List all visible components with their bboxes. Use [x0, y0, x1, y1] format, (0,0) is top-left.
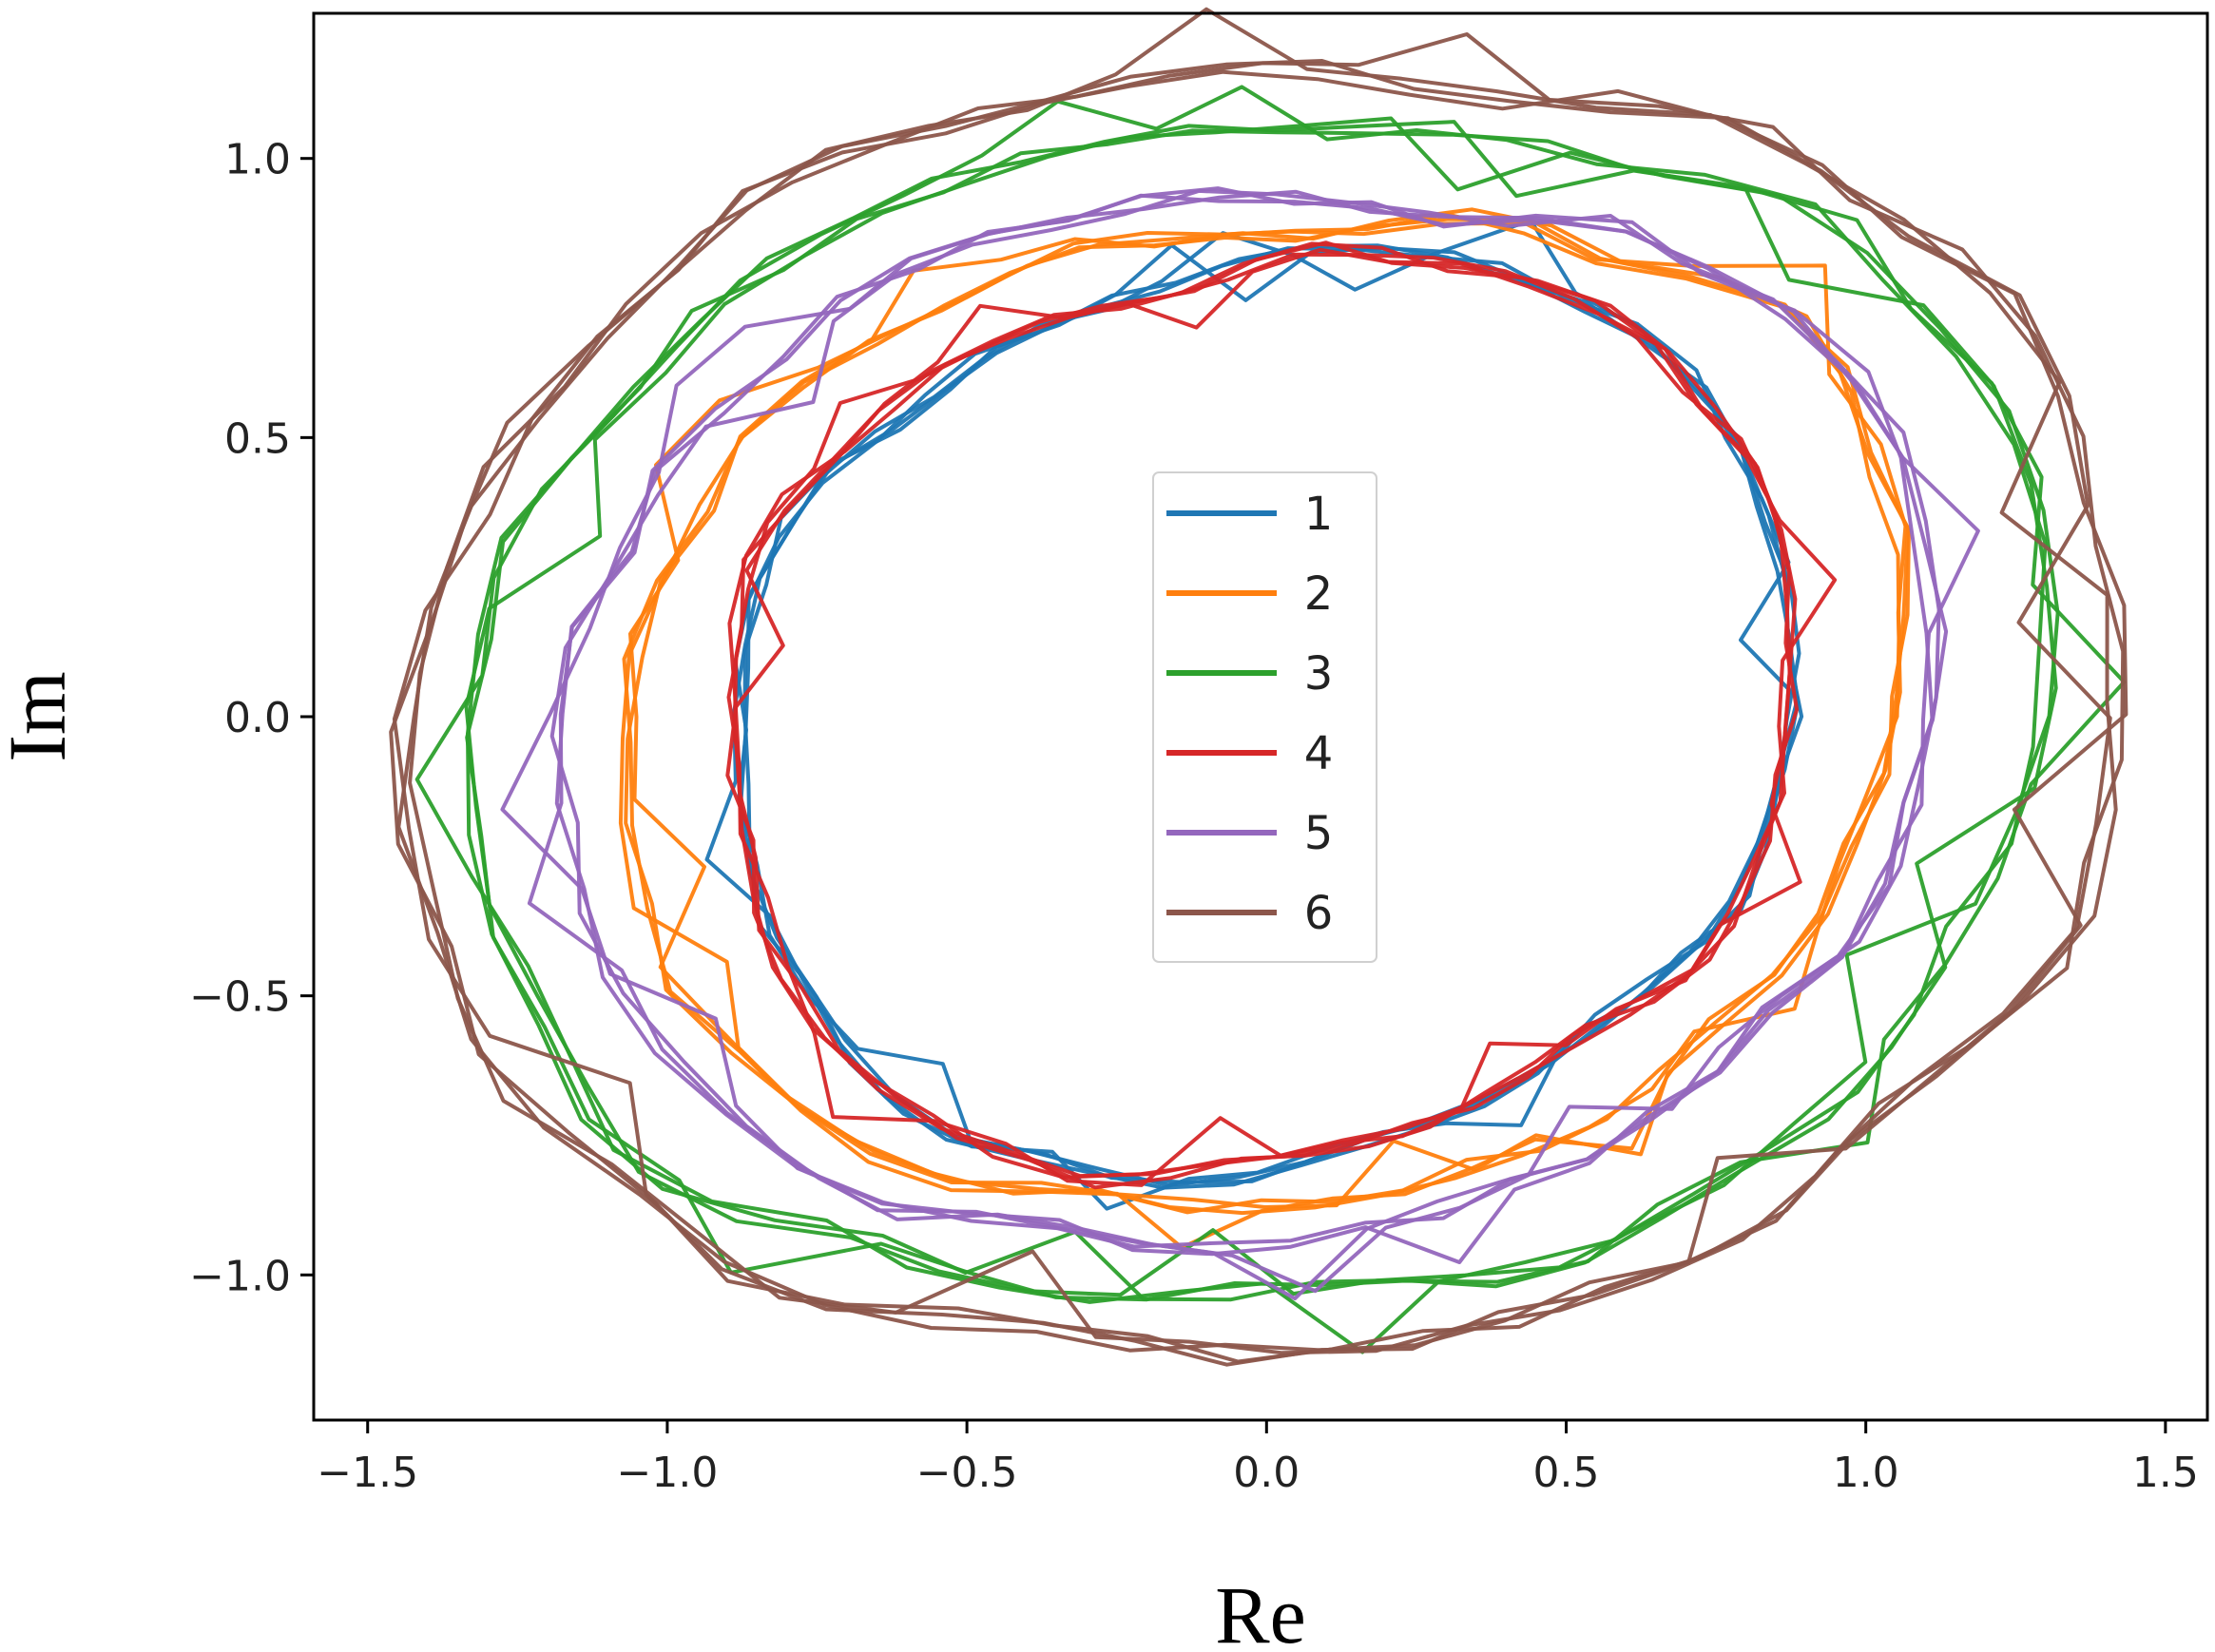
x-tick-label: −1.5: [317, 1449, 418, 1497]
series-6-loop: [392, 69, 2128, 1367]
x-tick-label: 0.5: [1533, 1449, 1600, 1497]
series-5-loop: [549, 188, 1941, 1294]
x-tick-label: 0.0: [1233, 1449, 1300, 1497]
series-2-loop: [622, 221, 1908, 1209]
series-layer: [389, 7, 2128, 1367]
legend-label-3: 3: [1304, 647, 1334, 701]
x-tick-label: −1.0: [617, 1449, 719, 1497]
series-4-loop: [732, 252, 1800, 1190]
x-axis-title: Re: [1215, 1569, 1306, 1652]
legend: 1 2 3 4 5 6: [1152, 471, 1377, 963]
legend-label-2: 2: [1304, 567, 1334, 621]
x-tick-label: 1.0: [1833, 1449, 1899, 1497]
series-3-loop: [466, 128, 2058, 1302]
y-axis-title: Im: [0, 671, 83, 762]
legend-label-4: 4: [1304, 727, 1334, 780]
y-tick-label: −0.5: [189, 973, 291, 1022]
y-tick-label: −1.0: [189, 1252, 291, 1300]
y-tick-label: 0.0: [224, 694, 291, 742]
x-tick-label: 1.5: [2132, 1449, 2199, 1497]
x-tick-label: −0.5: [916, 1449, 1018, 1497]
y-tick-label: 0.5: [224, 414, 291, 463]
legend-box: [1152, 471, 1377, 963]
legend-label-6: 6: [1304, 887, 1334, 940]
series-6-loop: [389, 7, 2118, 1364]
legend-label-5: 5: [1304, 807, 1334, 860]
series-4-loop: [725, 241, 1838, 1179]
series-5-loop: [500, 189, 1949, 1264]
tick-layer: −1.5 −1.0 −0.5 0.0 0.5 1.0 1.5 −1.0 −0.5 0.0 0.5 1.…: [189, 136, 2199, 1497]
series-3-loop: [414, 85, 2048, 1354]
y-tick-label: 1.0: [224, 136, 291, 184]
legend-label-1: 1: [1304, 488, 1334, 541]
